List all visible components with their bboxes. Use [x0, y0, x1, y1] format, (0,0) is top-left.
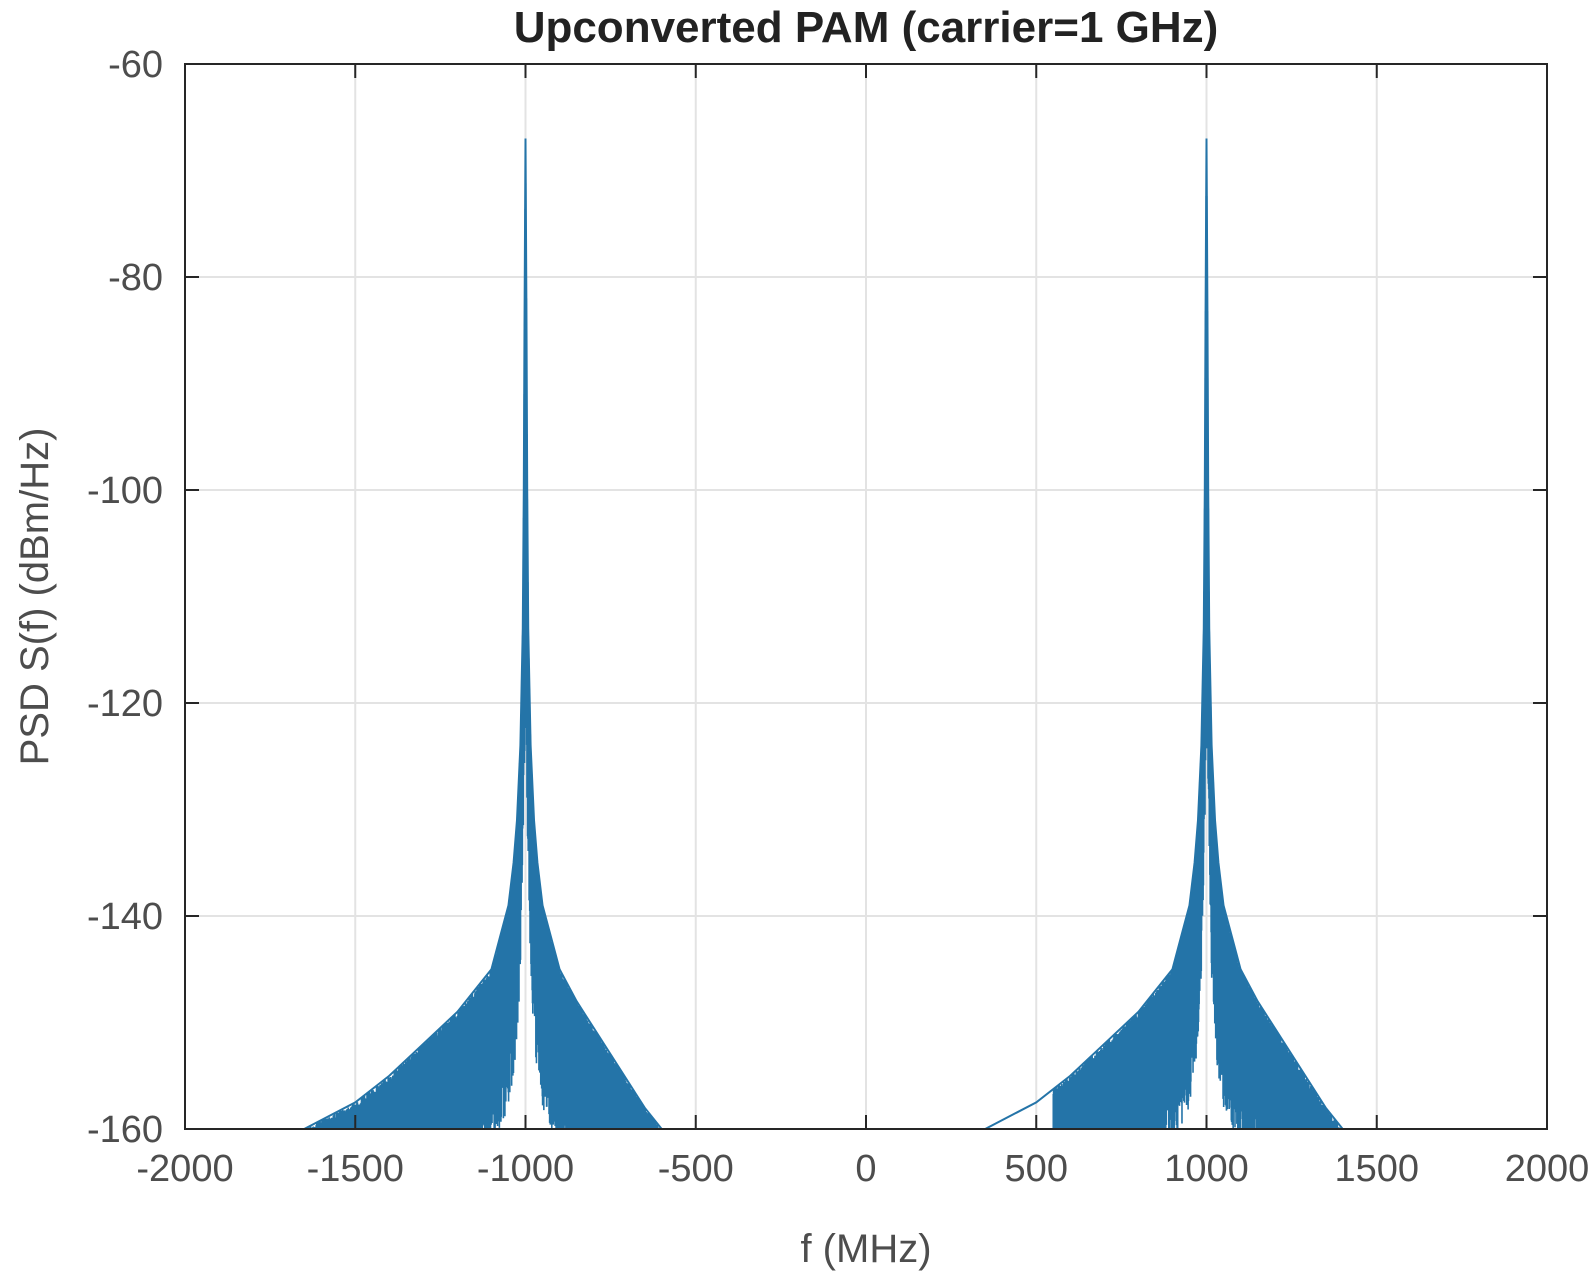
y-tick-label: -80	[108, 257, 163, 299]
spectrum-envelope	[984, 138, 1344, 1130]
x-tick-label: 0	[855, 1148, 876, 1190]
y-axis-label: PSD S(f) (dBm/Hz)	[13, 428, 57, 766]
spectrum-series-1	[303, 138, 663, 1130]
x-tick-label: -2000	[136, 1148, 233, 1190]
y-tick-label: -120	[87, 683, 163, 725]
x-tick-label: -1500	[307, 1148, 404, 1190]
grid	[184, 63, 1548, 1130]
x-axis-label: f (MHz)	[800, 1227, 931, 1271]
x-tick-label: 2000	[1505, 1148, 1590, 1190]
plot-area	[303, 138, 1344, 1130]
spectrum-strokes	[306, 151, 660, 1129]
y-tick-label: -60	[108, 44, 163, 86]
chart-title: Upconverted PAM (carrier=1 GHz)	[514, 3, 1219, 52]
spectrum-series-2	[984, 138, 1344, 1130]
y-tick-label: -160	[87, 1109, 163, 1151]
x-tick-label: -500	[658, 1148, 734, 1190]
axis-ticks: -2000 -1500 -1000 -500 0 500 1000 1500 2000 -60 -8…	[87, 44, 1589, 1190]
spectrum-strokes	[1052, 138, 1342, 1129]
spectrum-envelope	[303, 138, 663, 1130]
y-tick-label: -140	[87, 896, 163, 938]
y-tick-label: -100	[87, 470, 163, 512]
x-tick-label: 500	[1005, 1148, 1068, 1190]
x-tick-label: -1000	[477, 1148, 574, 1190]
x-tick-label: 1000	[1164, 1148, 1249, 1190]
x-tick-label: 1500	[1334, 1148, 1419, 1190]
